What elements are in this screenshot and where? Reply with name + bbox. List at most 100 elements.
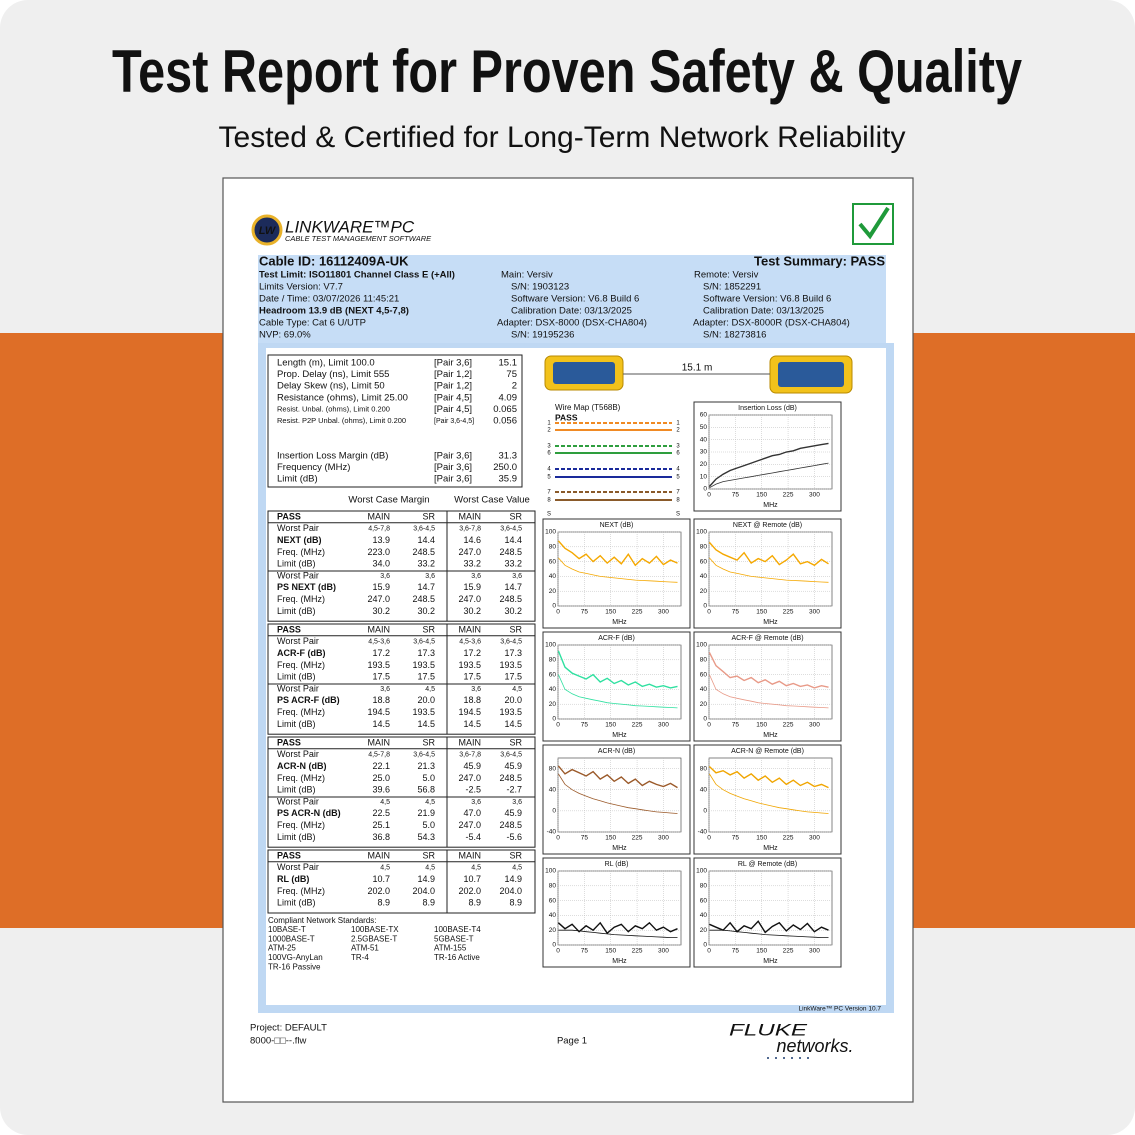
result-value: 14.6 — [463, 535, 481, 545]
trace — [709, 557, 829, 583]
y-tick-label: 80 — [700, 883, 708, 890]
test-summary: Test Summary: PASS — [754, 253, 885, 268]
x-tick-label: 0 — [707, 722, 711, 729]
brand-name: FLUKE — [729, 1020, 808, 1039]
x-tick-label: 0 — [556, 835, 560, 842]
summary-pair: [Pair 3,6-4,5] — [434, 418, 474, 425]
result-value: 247.0 — [367, 594, 390, 604]
header-field: Calibration Date: 03/13/2025 — [511, 306, 632, 317]
result-value: 30.2 — [504, 606, 522, 616]
x-tick-label: 225 — [783, 492, 794, 499]
version-note: LinkWare™ PC Version 10.7 — [799, 1006, 882, 1013]
wire-map-title: Wire Map (T568B) — [555, 403, 621, 412]
result-value: 3,6 — [512, 799, 522, 806]
standard-item: ATM-155 — [434, 944, 467, 953]
wire-map-result: PASS — [555, 412, 578, 422]
result-value: 14.9 — [417, 874, 435, 884]
x-tick-label: 150 — [756, 722, 767, 729]
trace — [709, 773, 829, 814]
result-value: 4,5 — [380, 799, 390, 806]
result-value: 30.2 — [372, 606, 390, 616]
result-value: -5.6 — [506, 832, 522, 842]
result-value: 10.7 — [463, 874, 481, 884]
summary-value: 0.065 — [493, 404, 517, 415]
x-tick-label: 75 — [732, 948, 740, 955]
result-label: Limit (dB) — [277, 832, 316, 842]
block-header: SR — [509, 850, 522, 860]
header-field: Adapter: DSX-8000R (DSX-CHA804) — [693, 318, 850, 329]
result-value: 194.5 — [367, 707, 390, 717]
block-header: MAIN — [368, 850, 391, 860]
x-axis-label: MHz — [612, 732, 627, 739]
y-tick-label: 40 — [700, 686, 708, 693]
result-value: 4,5 — [471, 865, 481, 872]
y-tick-label: 0 — [552, 603, 556, 610]
block-header: PASS — [277, 511, 301, 521]
result-value: 247.0 — [458, 594, 481, 604]
summary-pair: [Pair 3,6] — [434, 474, 472, 485]
x-tick-label: 300 — [658, 609, 669, 616]
y-tick-label: 20 — [549, 701, 557, 708]
block-header: MAIN — [459, 850, 482, 860]
result-label: Freq. (MHz) — [277, 886, 325, 896]
summary-label: Frequency (MHz) — [277, 462, 350, 473]
standard-item: 5GBASE-T — [434, 934, 474, 943]
result-value: 45.9 — [504, 761, 522, 771]
y-tick-label: 80 — [549, 883, 557, 890]
block-header: SR — [422, 511, 435, 521]
result-value: 14.5 — [372, 719, 390, 729]
trace — [708, 765, 829, 789]
result-label: PS NEXT (dB) — [277, 582, 336, 592]
y-tick-label: 100 — [696, 642, 707, 649]
check-mark — [858, 206, 890, 240]
chart-title: ACR-F (dB) — [598, 635, 635, 642]
result-value: 33.2 — [463, 559, 481, 569]
result-value: 20.0 — [417, 695, 435, 705]
x-tick-label: 0 — [556, 948, 560, 955]
y-tick-label: 100 — [696, 529, 707, 536]
header-field: S/N: 19195236 — [511, 330, 574, 341]
summary-value: 15.1 — [499, 358, 518, 369]
result-value: 14.5 — [417, 719, 435, 729]
shield-label: S — [547, 512, 551, 518]
standard-item: TR-4 — [351, 953, 369, 962]
brand-dot — [799, 1057, 801, 1059]
y-tick-label: 80 — [549, 765, 557, 772]
result-value: 193.5 — [367, 660, 390, 670]
result-value: 3,6 — [471, 686, 481, 693]
y-tick-label: 60 — [700, 558, 708, 565]
y-tick-label: 40 — [700, 573, 708, 580]
chart-title: ACR-N @ Remote (dB) — [731, 748, 804, 755]
header-field: S/N: 1903123 — [511, 282, 569, 293]
summary-value: 75 — [506, 369, 517, 380]
x-tick-label: 150 — [605, 609, 616, 616]
chart-title: NEXT @ Remote (dB) — [733, 522, 802, 529]
result-label: ACR-N (dB) — [277, 761, 327, 771]
summary-value: 0.056 — [493, 416, 517, 427]
x-tick-label: 0 — [556, 609, 560, 616]
result-label: Worst Pair — [277, 683, 319, 693]
pin-label: 7 — [547, 490, 551, 496]
y-tick-label: -40 — [698, 829, 708, 836]
result-value: 8.9 — [422, 898, 435, 908]
trace — [708, 442, 829, 487]
pin-label: 5 — [547, 475, 551, 481]
pin-label: 3 — [676, 444, 680, 450]
result-value: 45.9 — [463, 761, 481, 771]
x-tick-label: 0 — [707, 835, 711, 842]
trace — [558, 557, 678, 583]
summary-value: 4.09 — [499, 392, 518, 403]
y-tick-label: 20 — [700, 588, 708, 595]
header-field: Limits Version: V7.7 — [259, 282, 343, 293]
standard-item: 100BASE-T4 — [434, 925, 481, 934]
y-tick-label: 100 — [696, 868, 707, 875]
x-tick-label: 75 — [732, 722, 740, 729]
summary-pair: [Pair 4,5] — [434, 392, 472, 403]
pin-label: 8 — [676, 498, 680, 504]
header-field: Calibration Date: 03/13/2025 — [703, 306, 824, 317]
chart-title: RL @ Remote (dB) — [738, 861, 797, 868]
pin-label: 4 — [547, 467, 551, 473]
header-field: Headroom 13.9 dB (NEXT 4,5-7,8) — [259, 306, 409, 317]
result-value: 18.8 — [372, 695, 390, 705]
chart-title: Insertion Loss (dB) — [738, 405, 797, 412]
